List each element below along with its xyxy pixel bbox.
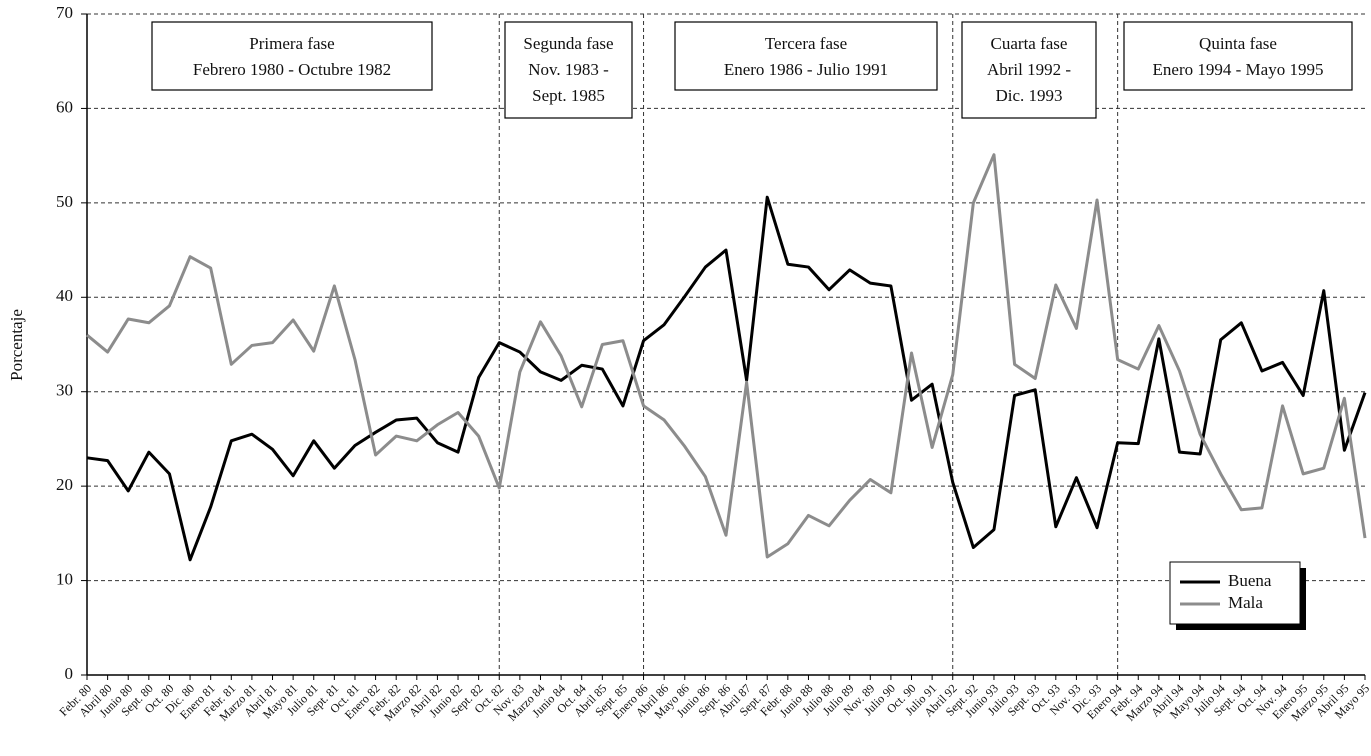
y-tick-label: 70 [56,3,73,22]
y-tick-label: 60 [56,97,73,116]
phase-label: Tercera fase [765,34,847,53]
phase-label: Enero 1994 - Mayo 1995 [1153,60,1324,79]
series-line [86,195,1367,562]
phase-box [504,21,633,119]
phase-label: Abril 1992 - [987,60,1071,79]
phase-label: Nov. 1983 - [528,60,609,79]
legend-label: Buena [1228,571,1272,590]
legend-label: Mala [1228,593,1263,612]
phase-box [674,21,938,91]
phase-box [1123,21,1353,91]
phase-label: Dic. 1993 [995,86,1062,105]
y-tick-label: 30 [56,381,73,400]
phase-label: Cuarta fase [991,34,1068,53]
phase-label: Primera fase [249,34,334,53]
phase-box [961,21,1097,119]
series-line [86,153,1367,559]
phase-box [151,21,433,91]
y-tick-label: 20 [56,475,73,494]
y-tick-label: 40 [56,286,73,305]
phase-label: Segunda fase [523,34,613,53]
y-tick-label: 10 [56,569,73,588]
legend [1169,561,1301,625]
phase-label: Febrero 1980 - Octubre 1982 [193,60,391,79]
y-tick-label: 50 [56,192,73,211]
phase-label: Quinta fase [1199,34,1277,53]
y-tick-label: 0 [65,664,74,683]
phase-label: Enero 1986 - Julio 1991 [724,60,888,79]
phase-label: Sept. 1985 [532,86,605,105]
y-axis-label: Porcentaje [7,309,26,381]
